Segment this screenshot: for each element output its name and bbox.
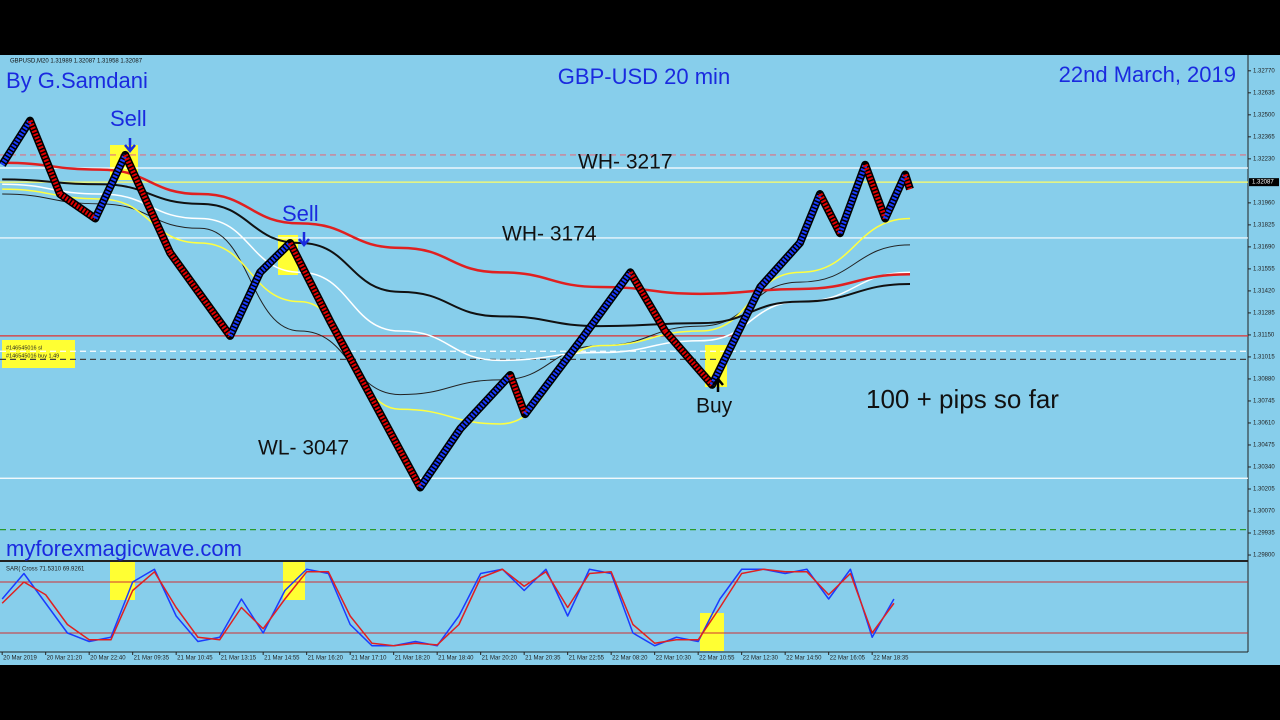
price-segment xyxy=(797,193,823,244)
chart-header: GBPUSD,M20 1.31989 1.32087 1.31958 1.320… xyxy=(10,59,143,65)
annotation: WH- 3174 xyxy=(502,223,597,246)
annotation: Sell xyxy=(110,106,147,131)
annotation: 100 + pips so far xyxy=(866,384,1059,414)
x-tick-label: 22 Mar 14:50 xyxy=(786,656,822,662)
levels xyxy=(0,154,1248,531)
chart-title: GBP-USD 20 min xyxy=(558,64,730,89)
price-segment xyxy=(663,329,714,387)
price-segment xyxy=(327,320,423,489)
y-tick-label: 1.30475 xyxy=(1253,443,1275,449)
price-segment xyxy=(227,271,263,337)
moving-average xyxy=(2,183,911,362)
x-tick-label: 21 Mar 09:35 xyxy=(134,656,170,662)
y-tick-label: 1.29935 xyxy=(1253,531,1275,537)
price-segment xyxy=(58,192,97,221)
y-tick-label: 1.31015 xyxy=(1253,355,1275,361)
x-tick-label: 21 Mar 10:45 xyxy=(177,656,213,662)
price-segment xyxy=(123,153,173,254)
price-segment xyxy=(27,119,63,196)
price-segment xyxy=(287,241,333,323)
y-tick-label: 1.32230 xyxy=(1253,156,1275,162)
price-segment xyxy=(523,339,583,416)
annotation: WH- 3217 xyxy=(578,151,673,174)
x-tick-label: 22 Mar 12:30 xyxy=(743,656,779,662)
website: myforexmagicwave.com xyxy=(6,536,242,561)
x-tick-label: 22 Mar 18:35 xyxy=(873,656,909,662)
y-tick-label: 1.30610 xyxy=(1253,421,1275,427)
chart-area xyxy=(0,55,1280,665)
oscillator-line xyxy=(1,568,895,647)
price-segment xyxy=(0,119,33,167)
y-tick-label: 1.31420 xyxy=(1253,288,1275,294)
highlight xyxy=(705,345,727,387)
sub-title: SAR( Cross 71.5310 69.9261 xyxy=(6,567,85,573)
y-tick-label: 1.30205 xyxy=(1253,487,1275,493)
price-segment xyxy=(758,241,802,289)
y-tick-label: 1.32635 xyxy=(1253,90,1275,96)
series xyxy=(0,116,1248,647)
price-segment xyxy=(578,270,633,343)
x-tick-label: 21 Mar 20:20 xyxy=(482,656,518,662)
y-tick-label: 1.31285 xyxy=(1253,310,1275,316)
x-tick-label: 21 Mar 17:10 xyxy=(351,656,387,662)
y-tick-label: 1.31690 xyxy=(1253,244,1275,250)
y-tick-label: 1.29800 xyxy=(1253,553,1275,559)
y-tick-label: 1.32770 xyxy=(1253,68,1275,74)
arrow xyxy=(124,138,136,153)
y-tick-label: 1.30745 xyxy=(1253,399,1275,405)
date: 22nd March, 2019 xyxy=(1059,62,1236,87)
x-tick-label: 22 Mar 10:55 xyxy=(699,656,735,662)
y-tick-label: 1.30070 xyxy=(1253,509,1275,515)
x-tick-label: 22 Mar 08:20 xyxy=(612,656,648,662)
y-tick-label: 1.31555 xyxy=(1253,266,1275,272)
y-tick-label: 1.30340 xyxy=(1253,465,1275,471)
order-label: #146545016 buy 1.49 xyxy=(6,353,59,359)
x-tick-label: 21 Mar 13:15 xyxy=(221,656,257,662)
price-tag-label: 1.32087 xyxy=(1252,180,1274,186)
y-tick-label: 1.30880 xyxy=(1253,377,1275,383)
moving-average xyxy=(2,161,911,296)
price-segment xyxy=(628,271,668,333)
x-tick-label: 21 Mar 16:20 xyxy=(308,656,344,662)
price-segment xyxy=(458,373,513,431)
price-tag xyxy=(1249,178,1279,187)
x-tick-label: 22 Mar 16:05 xyxy=(830,656,866,662)
price-segment xyxy=(168,251,233,338)
price-segment xyxy=(817,192,843,235)
x-tick-label: 20 Mar 22:40 xyxy=(90,656,126,662)
x-tick-label: 21 Mar 18:40 xyxy=(438,656,474,662)
x-tick-label: 21 Mar 22:55 xyxy=(569,656,605,662)
price-segment xyxy=(882,173,908,220)
moving-average xyxy=(2,178,911,328)
price-segment xyxy=(93,153,128,220)
price-segment xyxy=(709,285,763,386)
price-segment xyxy=(418,427,463,489)
x-tick-label: 21 Mar 14:55 xyxy=(264,656,300,662)
annotation: Sell xyxy=(282,201,319,226)
x-tick-label: 22 Mar 10:30 xyxy=(656,656,692,662)
x-tick-label: 20 Mar 2019 xyxy=(3,656,37,662)
price-segment xyxy=(837,163,868,235)
annotation: WL- 3047 xyxy=(258,437,349,460)
y-tick-label: 1.32365 xyxy=(1253,134,1275,140)
x-tick-label: 21 Mar 20:35 xyxy=(525,656,561,662)
order-box xyxy=(2,340,75,368)
arrow xyxy=(712,377,724,392)
y-tick-label: 1.31825 xyxy=(1253,222,1275,228)
author: By G.Samdani xyxy=(6,68,148,93)
x-tick-label: 21 Mar 18:20 xyxy=(395,656,431,662)
price-segment xyxy=(862,163,888,220)
annotation: Buy xyxy=(696,395,733,418)
arrow xyxy=(298,232,310,247)
oscillator-line xyxy=(1,568,895,647)
order-label: #146545016 sl xyxy=(6,345,42,351)
y-tick-label: 1.32500 xyxy=(1253,112,1275,118)
x-tick-label: 20 Mar 21:20 xyxy=(47,656,83,662)
price-segment xyxy=(902,173,913,190)
y-tick-label: 1.31960 xyxy=(1253,200,1275,206)
y-tick-label: 1.31150 xyxy=(1253,333,1275,339)
annotations: GBPUSD,M20 1.31989 1.32087 1.31958 1.320… xyxy=(6,59,1236,573)
